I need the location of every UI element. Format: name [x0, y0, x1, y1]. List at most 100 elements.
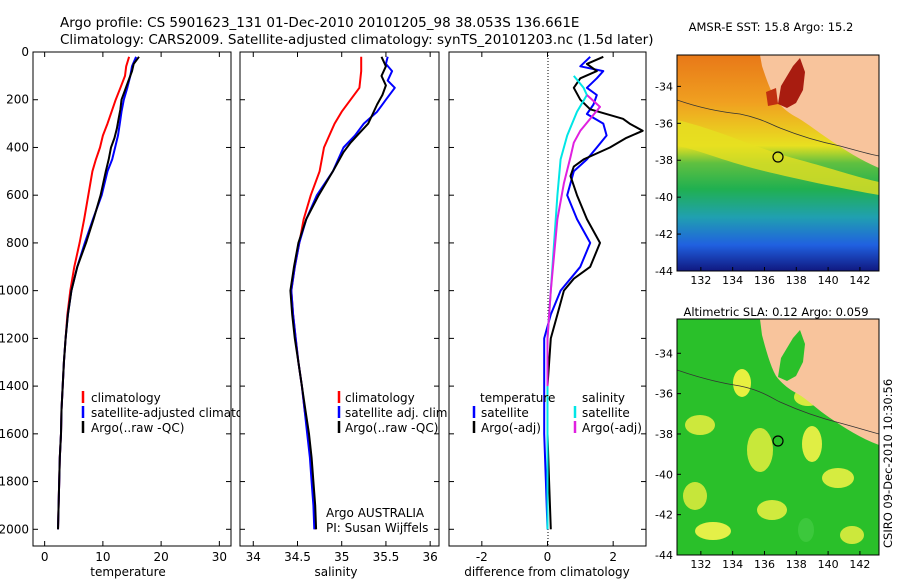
x-tick-label: 20 — [153, 550, 168, 564]
y-tick-label: 200 — [6, 93, 29, 107]
temperature-profile-panel: 0 10 20 30 0 200 400 600 800 1000 1200 1400 1600 1800… — [0, 45, 261, 579]
legend-label-satellite-adjusted: satellite-adjusted climatolog — [91, 406, 261, 420]
sst-argo-marker — [772, 151, 784, 163]
legend-label-climatology: climatology — [91, 391, 161, 405]
temperature-axes-box — [32, 51, 232, 547]
y-tick-label: 400 — [6, 140, 29, 154]
sst-map-panel: AMSR-E SST: 15.8 Argo: 15.2 132 134 136 138… — [655, 20, 880, 287]
profile-line-0-2 — [57, 56, 140, 530]
sla-blob-1 — [733, 369, 751, 397]
sla-shelf-contour — [677, 369, 879, 435]
map-x-tick-label: 134 — [722, 274, 743, 287]
difference-profile-panel: -2 0 2 difference from climatology tempera… — [448, 51, 647, 579]
sla-blob-3 — [685, 415, 715, 435]
x-tick-label: 34 — [246, 550, 261, 564]
x-tick-label: 2 — [609, 550, 617, 564]
y-tick-label: 1000 — [0, 284, 29, 298]
sst-gulf-warm-water — [778, 58, 805, 108]
temperature-legend: climatology satellite-adjusted climatolo… — [81, 391, 261, 435]
sla-axes-box — [676, 318, 880, 556]
sla-map-panel: Altimetric SLA: 0.12 Argo: 0.059 132 134 1… — [655, 305, 880, 571]
y-tick-label: 1800 — [0, 475, 29, 489]
map-y-tick-label: -38 — [655, 154, 673, 167]
profile-line-2-0 — [543, 56, 608, 530]
sla-blob-10 — [840, 526, 864, 544]
sst-band-yellow — [677, 120, 879, 195]
map-x-tick-label: 140 — [818, 558, 839, 571]
map-x-tick-label: 140 — [818, 274, 839, 287]
map-y-tick-label: -44 — [655, 265, 673, 278]
sla-blob-9 — [695, 522, 731, 540]
legend-label-satellite-adj: satellite adj. clim. — [345, 406, 451, 420]
map-y-tick-label: -42 — [655, 228, 673, 241]
map-y-tick-label: -44 — [655, 549, 673, 562]
salinity-legend: climatology satellite adj. clim. Argo(..… — [337, 391, 451, 435]
x-tick-label: 35.5 — [373, 550, 400, 564]
credit-line-1: Argo AUSTRALIA — [326, 506, 425, 520]
legend-label-sal-argo: Argo(-adj) — [582, 421, 642, 435]
legend-label-sal-satellite: satellite — [582, 406, 630, 420]
sst-peninsula-warm — [766, 88, 778, 106]
map-x-tick-label: 134 — [722, 558, 743, 571]
sla-argo-marker — [772, 435, 784, 447]
map-y-tick-label: -38 — [655, 428, 673, 441]
y-tick-label: 1200 — [0, 331, 29, 345]
salinity-xlabel: salinity — [314, 565, 357, 579]
map-x-tick-label: 132 — [690, 558, 711, 571]
profile-line-1-2 — [289, 56, 387, 530]
header-line-1: Argo profile: CS 5901623_131 01-Dec-2010… — [60, 15, 579, 31]
sst-axes-box — [676, 54, 880, 272]
x-tick-label: 0 — [544, 550, 552, 564]
legend-label-argo: Argo(..raw -QC) — [91, 421, 184, 435]
sla-blob-4 — [747, 428, 773, 472]
profile-line-2-1 — [546, 55, 644, 530]
x-tick-label: 0 — [41, 550, 49, 564]
credit-line-2: PI: Susan Wijffels — [326, 521, 428, 535]
y-tick-label: 0 — [21, 45, 29, 59]
map-y-tick-label: -40 — [655, 191, 673, 204]
temperature-xlabel: temperature — [90, 565, 165, 579]
legend-title-temperature: temperature — [480, 391, 555, 405]
map-y-tick-label: -36 — [655, 388, 673, 401]
map-x-tick-label: 142 — [849, 274, 870, 287]
x-tick-label: 30 — [212, 550, 227, 564]
difference-xlabel: difference from climatology — [464, 565, 630, 579]
map-y-tick-label: -42 — [655, 509, 673, 522]
map-x-tick-label: 142 — [849, 558, 870, 571]
legend-label-temp-argo: Argo(-adj) — [481, 421, 541, 435]
y-tick-label: 600 — [6, 188, 29, 202]
sla-blob-6 — [822, 468, 854, 488]
sst-shelf-contour — [677, 99, 879, 157]
sla-blob-8 — [757, 500, 787, 520]
map-x-tick-label: 136 — [754, 274, 775, 287]
map-y-tick-label: -34 — [655, 80, 673, 93]
map-x-tick-label: 132 — [690, 274, 711, 287]
x-tick-label: 35 — [334, 550, 349, 564]
y-tick-label: 1400 — [0, 379, 29, 393]
salinity-profile-panel: 34 34.5 35 35.5 36 salinity climatology sate… — [239, 51, 451, 579]
sla-blob-11 — [798, 518, 814, 542]
x-tick-label: -2 — [476, 550, 488, 564]
map-y-tick-label: -40 — [655, 468, 673, 481]
salinity-axes-box — [239, 51, 440, 547]
map-x-tick-label: 136 — [754, 558, 775, 571]
legend-label-climatology: climatology — [345, 391, 415, 405]
y-tick-label: 800 — [6, 236, 29, 250]
header-line-2: Climatology: CARS2009. Satellite-adjuste… — [60, 32, 653, 48]
legend-label-argo: Argo(..raw -QC) — [345, 421, 438, 435]
sla-gulf-water — [778, 330, 805, 381]
profile-line-2-3 — [546, 94, 601, 387]
map-x-tick-label: 138 — [786, 558, 807, 571]
sla-map-title: Altimetric SLA: 0.12 Argo: 0.059 — [683, 305, 868, 319]
x-tick-label: 10 — [95, 550, 110, 564]
map-y-tick-label: -34 — [655, 347, 673, 360]
y-tick-label: 1600 — [0, 427, 29, 441]
map-x-tick-label: 138 — [786, 274, 807, 287]
side-caption: CSIRO 09-Dec-2010 10:30:56 — [881, 379, 895, 548]
y-tick-label: 2000 — [0, 522, 29, 536]
legend-title-salinity: salinity — [582, 391, 625, 405]
sla-blob-7 — [683, 482, 707, 510]
legend-label-temp-satellite: satellite — [481, 406, 529, 420]
x-tick-label: 34.5 — [284, 550, 311, 564]
